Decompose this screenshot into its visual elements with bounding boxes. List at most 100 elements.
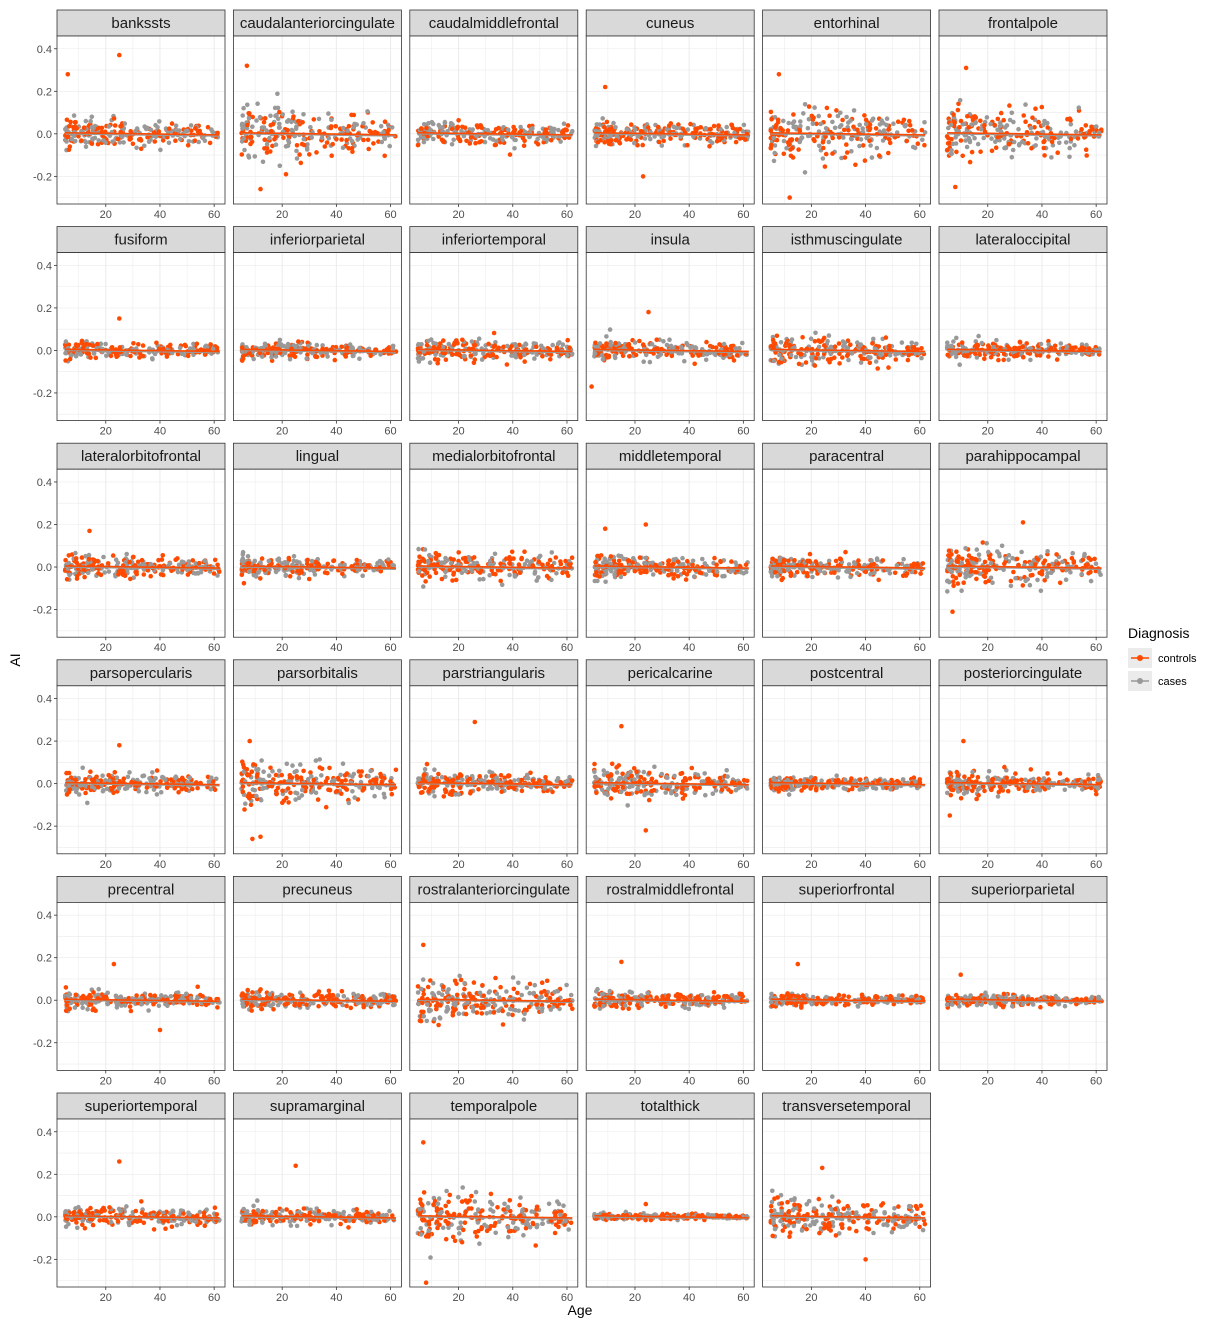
data-point-controls [946, 553, 951, 558]
data-point-controls [156, 557, 161, 563]
x-tick-label: 20 [276, 426, 288, 438]
data-point-cases [981, 135, 986, 141]
data-point-controls [63, 358, 68, 363]
data-point-controls [812, 363, 818, 368]
data-point-cases [816, 113, 821, 119]
data-point-controls [707, 144, 712, 149]
data-point-controls [434, 554, 439, 560]
data-point-controls [978, 149, 983, 154]
facet-title: inferiortemporal [442, 232, 546, 249]
data-point-controls [714, 138, 720, 144]
data-point-cases [632, 140, 637, 146]
data-point-controls [995, 116, 1001, 122]
data-point-cases [592, 578, 598, 584]
data-point-cases [487, 573, 493, 578]
data-point-cases [209, 127, 214, 132]
data-point-cases [954, 335, 959, 341]
data-point-controls [314, 150, 319, 155]
data-point-cases [643, 352, 649, 358]
data-point-cases [63, 339, 69, 344]
data-point-controls [998, 110, 1004, 116]
data-point-controls [654, 337, 659, 343]
data-point-cases [152, 351, 158, 357]
data-point-cases [512, 146, 517, 151]
data-point-controls [311, 117, 317, 122]
plot-background [586, 469, 755, 638]
data-point-cases [1023, 102, 1028, 107]
data-point-controls [608, 141, 613, 147]
data-point-controls [774, 122, 779, 128]
data-point-controls [1090, 126, 1095, 132]
data-point-cases [251, 356, 256, 362]
data-point-controls [824, 105, 830, 111]
data-point-cases [1023, 578, 1028, 584]
data-point-cases [959, 560, 965, 566]
data-point-controls [904, 571, 910, 576]
data-point-cases [284, 119, 290, 124]
data-point-cases [67, 572, 72, 578]
data-point-cases [950, 141, 956, 147]
data-point-cases [561, 121, 567, 126]
data-point-controls [796, 361, 802, 367]
points [944, 65, 1104, 190]
data-point-cases [259, 125, 265, 130]
data-point-cases [308, 125, 313, 130]
data-point-controls [870, 341, 875, 346]
data-point-cases [136, 789, 142, 794]
data-point-cases [449, 142, 455, 147]
data-point-controls [1032, 125, 1037, 130]
data-point-cases [345, 128, 350, 133]
data-point-controls [768, 145, 774, 151]
data-point-controls [602, 84, 608, 90]
data-point-controls [262, 146, 267, 151]
data-point-controls [883, 352, 889, 358]
data-point-controls [1025, 141, 1031, 146]
data-point-controls [1007, 103, 1012, 108]
facet-title: middletemporal [619, 448, 722, 465]
data-point-controls [613, 138, 619, 143]
data-point-controls [597, 574, 602, 579]
data-point-controls [423, 579, 428, 584]
data-point-cases [812, 105, 817, 110]
data-point-controls [417, 554, 422, 559]
data-point-controls [95, 341, 100, 347]
data-point-controls [966, 553, 972, 558]
y-tick-label: 0.2 [37, 303, 52, 315]
data-point-cases [279, 561, 285, 566]
data-point-cases [798, 119, 803, 124]
facet-title: parahippocampal [965, 448, 1080, 465]
data-point-cases [277, 163, 283, 169]
data-point-controls [1037, 353, 1043, 358]
data-point-cases [658, 561, 663, 567]
data-point-cases [642, 136, 648, 141]
data-point-controls [415, 142, 421, 148]
data-point-cases [173, 127, 179, 133]
data-point-controls [138, 136, 143, 142]
data-point-controls [128, 353, 133, 359]
data-point-controls [807, 551, 813, 557]
data-point-controls [424, 570, 430, 576]
data-point-controls [250, 114, 255, 120]
data-point-controls [697, 570, 702, 575]
x-tick-label: 60 [737, 209, 749, 221]
data-point-cases [289, 127, 295, 133]
data-point-controls [139, 557, 145, 563]
data-point-cases [247, 569, 253, 574]
data-point-controls [128, 136, 133, 141]
data-point-controls [507, 152, 513, 157]
data-point-cases [74, 351, 80, 357]
data-point-cases [802, 102, 808, 107]
data-point-controls [382, 119, 388, 124]
data-point-cases [294, 124, 299, 129]
data-point-controls [972, 114, 978, 119]
data-point-cases [685, 127, 691, 132]
data-point-controls [982, 356, 987, 362]
data-point-controls [160, 138, 166, 143]
data-point-cases [255, 570, 261, 575]
data-point-controls [821, 145, 826, 151]
data-point-cases [421, 584, 426, 589]
data-point-controls [810, 117, 816, 123]
